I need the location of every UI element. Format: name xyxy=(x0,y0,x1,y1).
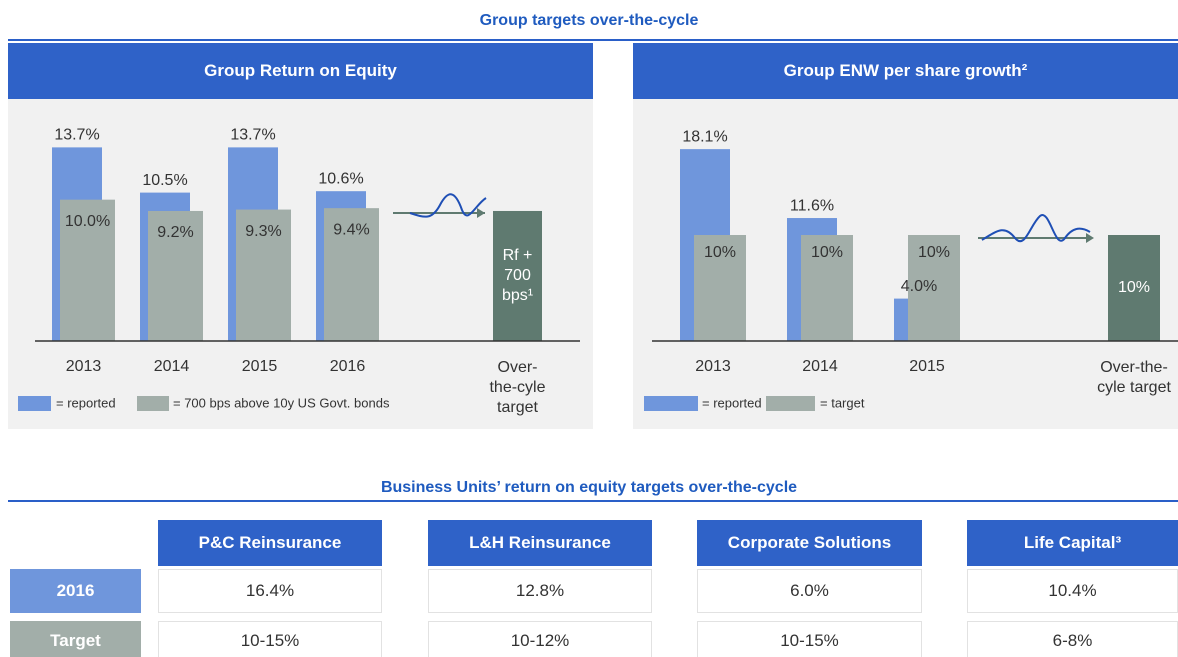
row-label: Target xyxy=(10,621,141,657)
bar xyxy=(908,235,960,341)
table-cell: 10.4% xyxy=(967,569,1178,613)
cycle-target-bar xyxy=(1108,235,1160,341)
rule xyxy=(8,39,1178,41)
bar xyxy=(324,208,379,341)
x-tick-label: 2015 xyxy=(909,358,945,375)
value-label: 10% xyxy=(811,244,843,261)
chart-title: Group ENW per share growth² xyxy=(633,43,1178,99)
value-label: 9.4% xyxy=(333,221,369,238)
cycle-target-label: Rf + 700 bps¹ xyxy=(501,246,534,304)
heading: Business Units’ return on equity targets… xyxy=(380,479,798,496)
legend-label: = reported xyxy=(702,395,762,410)
x-tick-label: 2014 xyxy=(154,358,190,375)
value-label: 10% xyxy=(704,244,736,261)
chart-title: Group Return on Equity xyxy=(8,43,593,99)
x-tick-label: 2016 xyxy=(330,358,366,375)
legend-swatch xyxy=(644,396,698,411)
x-tick-label: 2015 xyxy=(242,358,278,375)
bar xyxy=(60,199,115,341)
table-cell: 6.0% xyxy=(697,569,922,613)
x-tick-label: Over-the-cyle target xyxy=(489,359,546,416)
heading: Group targets over-the-cycle xyxy=(479,12,699,29)
legend-swatch xyxy=(18,396,51,411)
table-cell: 10-15% xyxy=(697,621,922,657)
value-label: 10.5% xyxy=(142,172,187,189)
table-cell: 16.4% xyxy=(158,569,382,613)
value-label: 10.6% xyxy=(318,170,363,187)
row-label: 2016 xyxy=(10,569,141,613)
cycle-target-bar xyxy=(493,210,542,341)
value-label: 9.2% xyxy=(157,224,193,241)
table-cell: 10-12% xyxy=(428,621,652,657)
column-header: Life Capital³ xyxy=(967,520,1178,566)
bar xyxy=(236,209,291,341)
x-tick-label: 2013 xyxy=(66,358,102,375)
legend-label: = 700 bps above 10y US Govt. bonds xyxy=(173,395,390,410)
value-label: 4.0% xyxy=(901,278,937,295)
legend-label: = reported xyxy=(56,395,116,410)
table-cell: 12.8% xyxy=(428,569,652,613)
column-header: Corporate Solutions xyxy=(697,520,922,566)
rule xyxy=(8,500,1178,502)
cycle-target-label: 10% xyxy=(1117,279,1151,296)
bar xyxy=(694,235,746,341)
value-label: 13.7% xyxy=(230,127,275,144)
legend-label: = target xyxy=(820,395,865,410)
value-label: 10% xyxy=(918,244,950,261)
column-header: L&H Reinsurance xyxy=(428,520,652,566)
legend-swatch xyxy=(137,396,169,411)
column-header: P&C Reinsurance xyxy=(158,520,382,566)
bar xyxy=(148,210,203,341)
value-label: 10.0% xyxy=(65,213,110,230)
value-label: 18.1% xyxy=(682,128,727,145)
bar xyxy=(801,235,853,341)
x-tick-label: 2014 xyxy=(802,358,838,375)
x-tick-label: Over-the-cyle target xyxy=(1097,359,1171,396)
x-tick-label: 2013 xyxy=(695,358,731,375)
legend-swatch xyxy=(766,396,815,411)
value-label: 11.6% xyxy=(790,197,834,214)
value-label: 13.7% xyxy=(54,127,99,144)
table-cell: 10-15% xyxy=(158,621,382,657)
table-cell: 6-8% xyxy=(967,621,1178,657)
value-label: 9.3% xyxy=(245,223,281,240)
